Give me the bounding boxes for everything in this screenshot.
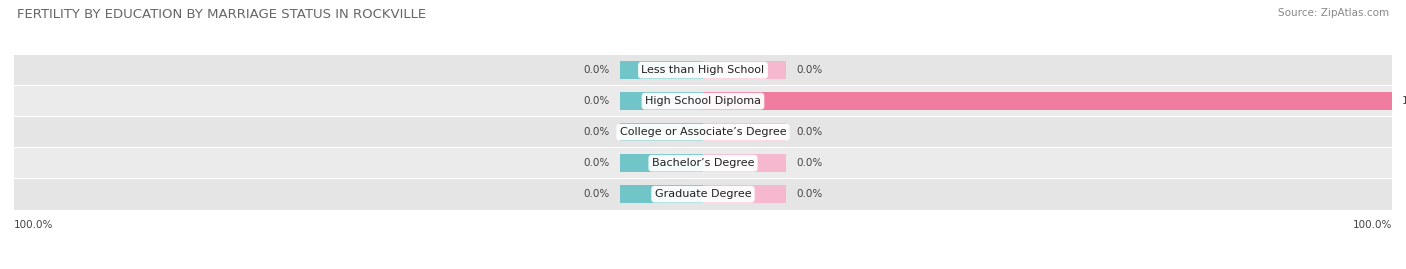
Bar <box>14 179 1392 210</box>
Text: 0.0%: 0.0% <box>583 96 610 106</box>
Text: 0.0%: 0.0% <box>796 127 823 137</box>
Text: 100.0%: 100.0% <box>14 220 53 230</box>
Bar <box>14 117 1392 147</box>
Text: Less than High School: Less than High School <box>641 65 765 75</box>
Bar <box>14 148 1392 178</box>
Text: 0.0%: 0.0% <box>583 189 610 199</box>
Text: Source: ZipAtlas.com: Source: ZipAtlas.com <box>1278 8 1389 18</box>
Text: 0.0%: 0.0% <box>583 158 610 168</box>
Bar <box>703 123 786 141</box>
Bar <box>14 55 1392 86</box>
Text: 100.0%: 100.0% <box>1353 220 1392 230</box>
Text: Graduate Degree: Graduate Degree <box>655 189 751 199</box>
Text: 0.0%: 0.0% <box>796 65 823 75</box>
Text: College or Associate’s Degree: College or Associate’s Degree <box>620 127 786 137</box>
Bar <box>14 86 1392 116</box>
Text: 0.0%: 0.0% <box>583 127 610 137</box>
Bar <box>14 117 1392 148</box>
Bar <box>703 61 786 79</box>
Bar <box>703 92 1392 110</box>
Text: High School Diploma: High School Diploma <box>645 96 761 106</box>
Text: FERTILITY BY EDUCATION BY MARRIAGE STATUS IN ROCKVILLE: FERTILITY BY EDUCATION BY MARRIAGE STATU… <box>17 8 426 21</box>
Bar <box>14 55 1392 86</box>
Bar <box>14 148 1392 179</box>
Bar <box>14 86 1392 117</box>
Bar <box>620 154 703 172</box>
Bar <box>14 86 1392 116</box>
Text: 0.0%: 0.0% <box>583 65 610 75</box>
Text: 100.0%: 100.0% <box>1402 96 1406 106</box>
Bar <box>620 185 703 203</box>
Text: 0.0%: 0.0% <box>796 158 823 168</box>
Bar <box>703 154 786 172</box>
Bar <box>703 185 786 203</box>
Bar <box>14 148 1392 179</box>
Text: Bachelor’s Degree: Bachelor’s Degree <box>652 158 754 168</box>
Bar <box>14 179 1392 209</box>
Bar <box>14 117 1392 147</box>
Bar <box>620 123 703 141</box>
Bar <box>14 179 1392 210</box>
Bar <box>620 61 703 79</box>
Bar <box>14 55 1392 85</box>
Bar <box>620 92 703 110</box>
Text: 0.0%: 0.0% <box>796 189 823 199</box>
